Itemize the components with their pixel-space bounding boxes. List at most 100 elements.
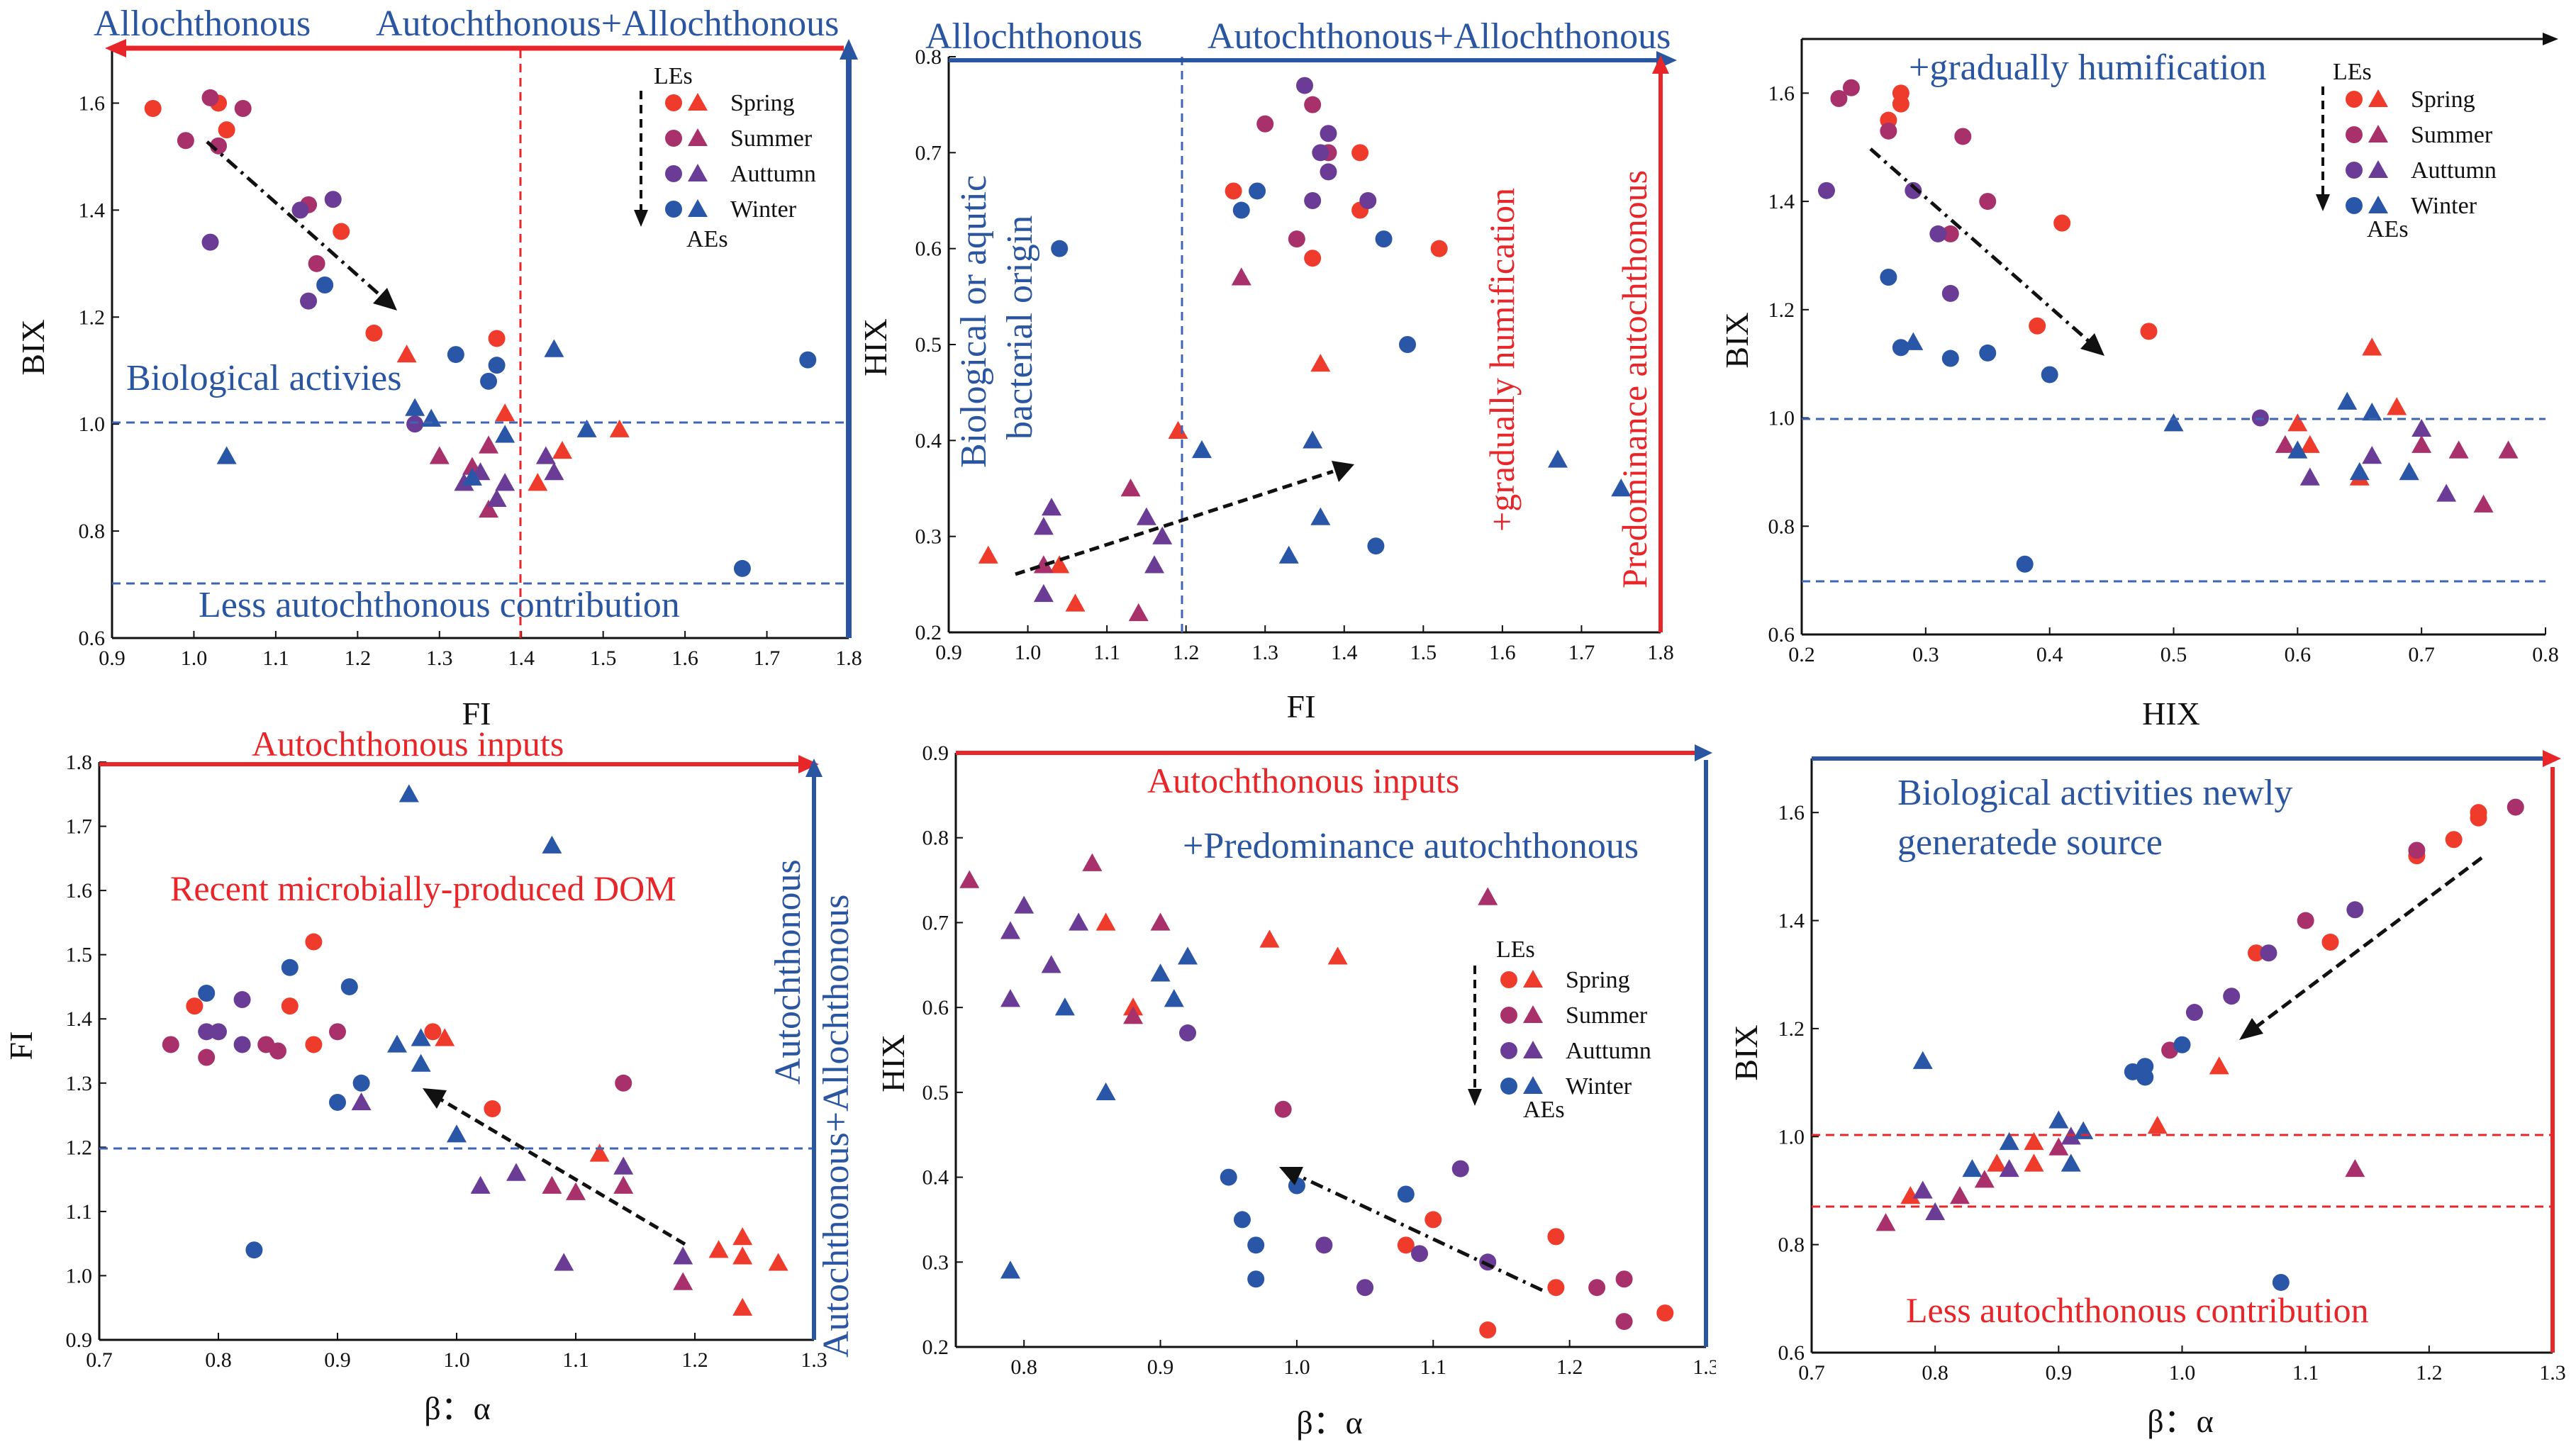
trend-arrow [1015, 469, 1334, 576]
point-summer-les [1842, 79, 1860, 96]
point-summer-aes [2275, 435, 2295, 453]
point-summer-aes [2345, 1158, 2365, 1178]
y-tick-label: 0.8 [922, 827, 949, 850]
point-winter-les [281, 958, 299, 976]
point-summer-aes [1150, 912, 1171, 931]
x-tick-label: 1.0 [1283, 1355, 1310, 1379]
point-winter-aes [2349, 462, 2370, 481]
legend-circle-winter [665, 201, 682, 218]
point-winter-aes [2337, 391, 2358, 410]
point-winter-les [799, 351, 817, 369]
point-autumn-aes [1041, 955, 1061, 973]
point-winter-les [1979, 344, 1997, 362]
y-tick-label: 0.5 [922, 1081, 949, 1105]
point-winter-les [1247, 1236, 1265, 1254]
point-autumn-aes [2299, 467, 2320, 486]
point-winter-aes [576, 419, 597, 437]
point-autumn-les [291, 201, 309, 219]
y-axis-label: HIX [858, 318, 893, 376]
x-tick-label: 1.8 [835, 647, 862, 670]
point-summer-aes [1231, 267, 1251, 286]
point-spring-les [1547, 1228, 1565, 1246]
point-spring-les [186, 997, 203, 1015]
point-spring-aes [589, 1143, 610, 1162]
point-summer-les [329, 1023, 346, 1041]
x-tick-label: 1.0 [181, 647, 208, 670]
panel-ba-hix: 0.8 0.9 1.0 1.1 1.2 1.3 0.2 0.3 0.4 0.5 0.6 0.7 0.8… [875, 742, 1716, 1441]
legend-label: Summer [2411, 122, 2493, 148]
x-tick-label: 1.4 [508, 647, 535, 670]
point-spring-les [218, 121, 235, 139]
point-autumn-aes [1152, 526, 1173, 544]
y-ticks: 0.6 0.8 1.0 1.2 1.4 1.6 [1778, 801, 1819, 1365]
y-tick-label: 1.2 [79, 306, 106, 329]
point-winter-aes [2163, 413, 2184, 432]
point-spring-aes [2024, 1153, 2044, 1172]
legend-triangle-spring [2368, 89, 2388, 107]
point-winter-les [1880, 269, 1897, 286]
legend-aes: AEs [1523, 1097, 1565, 1123]
point-spring-aes [2387, 397, 2407, 415]
point-autumn-aes [2411, 418, 2432, 437]
x-axis-label: FI [462, 695, 491, 730]
x-tick-label: 1.6 [1489, 641, 1516, 664]
point-winter-aes [1903, 332, 1924, 350]
y-tick-label: 0.7 [922, 911, 949, 934]
x-tick-label: 1.3 [1693, 1355, 1716, 1379]
y-ticks: 0.6 0.8 1.0 1.2 1.4 1.6 [79, 91, 119, 650]
point-winter-aes [387, 1034, 407, 1053]
x-tick-label: 1.3 [2539, 1361, 2566, 1385]
x-tick-label: 0.9 [935, 641, 962, 664]
label-biological-activies: Biological activies [126, 358, 401, 398]
arrow-head-right [2543, 33, 2558, 45]
point-autumn-les [1411, 1245, 1429, 1263]
y-tick-label: 0.3 [915, 525, 942, 549]
point-winter-aes [421, 408, 442, 427]
y-tick-label: 1.4 [79, 198, 106, 222]
label-biological-newly: Biological activities newly [1897, 773, 2292, 813]
point-autumn-aes [506, 1163, 526, 1181]
label-autoch-alloch: Autochthonous+Allochthonous [1208, 16, 1671, 57]
point-autumn-les [1359, 192, 1377, 209]
label-autochthonous: Autochthonous [768, 859, 808, 1085]
point-spring-les [2029, 317, 2046, 335]
x-tick-label: 1.0 [1015, 641, 1042, 664]
point-winter-les [1892, 339, 1909, 357]
point-spring-les [1656, 1304, 1674, 1322]
point-autumn-aes [2362, 446, 2382, 464]
legend-triangle-autumn [688, 164, 708, 181]
y-tick-label: 0.8 [915, 45, 942, 69]
legend-label: Winter [1566, 1073, 1632, 1100]
point-autumn-les [1451, 1160, 1469, 1178]
x-tick-label: 0.8 [1922, 1361, 1948, 1385]
x-tick-label: 1.8 [1647, 641, 1674, 664]
point-winter-les [245, 1241, 263, 1259]
point-winter-aes [1178, 946, 1198, 965]
point-spring-aes [2362, 337, 2382, 356]
point-summer-les [162, 1036, 179, 1053]
point-spring-les [1424, 1211, 1442, 1229]
point-winter-les [2173, 1036, 2191, 1053]
point-summer-aes [1123, 1006, 1144, 1024]
point-spring-les [2470, 804, 2487, 822]
point-autumn-les [1817, 181, 1835, 199]
arrow-head-left [105, 39, 126, 57]
point-autumn-aes [1000, 989, 1020, 1007]
point-winter-les [352, 1074, 370, 1092]
point-autumn-aes [535, 446, 556, 464]
legend-triangle-spring [688, 93, 708, 111]
point-summer-aes [1082, 853, 1103, 871]
point-summer-les [1979, 193, 1997, 211]
point-autumn-aes [1144, 555, 1165, 574]
label-biological-aquatic: Biological or aqutic [954, 175, 994, 468]
trend-arrow-head [1332, 461, 1354, 482]
point-winter-aes [542, 835, 562, 854]
point-spring-les [1304, 250, 1322, 267]
x-tick-label: 1.2 [1173, 641, 1200, 664]
y-tick-label: 1.1 [66, 1200, 93, 1224]
x-tick-label: 1.0 [2169, 1361, 2196, 1385]
legend-circle-spring [665, 94, 682, 111]
arrow-head-right [798, 755, 819, 773]
point-summer-aes [1128, 603, 1149, 622]
point-autumn-les [1296, 77, 1313, 94]
